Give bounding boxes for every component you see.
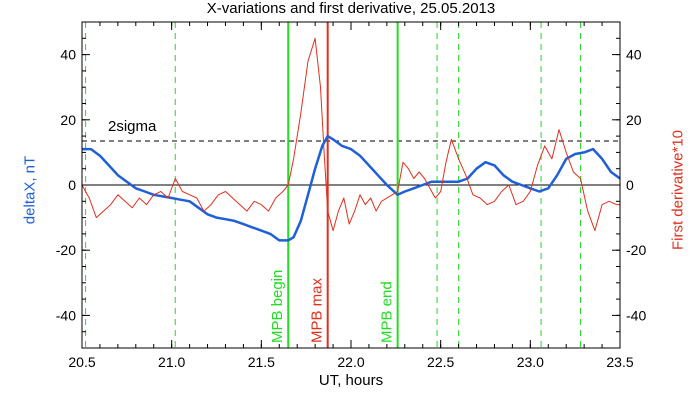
x-tick-label: 23.0 xyxy=(517,354,544,370)
sigma-label: 2sigma xyxy=(108,118,157,135)
x-tick-label: 22.5 xyxy=(427,354,454,370)
x-axis-label: UT, hours xyxy=(318,372,384,389)
x-tick-label: 22.0 xyxy=(337,354,364,370)
y-tick-label-right: -20 xyxy=(626,242,646,258)
mpb-marker-label: MPB begin xyxy=(269,270,286,343)
y-tick-label-left: 0 xyxy=(68,177,76,193)
derivative-series-line xyxy=(81,37,620,232)
chart-title: X-variations and first derivative, 25.05… xyxy=(206,0,496,17)
y-axis-label-left: deltaX, nT xyxy=(21,155,39,225)
y-tick-label-left: -40 xyxy=(56,307,76,323)
x-tick-label: 20.5 xyxy=(68,354,95,370)
y-axis-label-right: First derivative*10 xyxy=(669,129,687,251)
y-tick-label-right: 0 xyxy=(626,177,634,193)
x-tick-label: 21.5 xyxy=(248,354,275,370)
y-tick-label-left: -20 xyxy=(56,242,76,258)
x-tick-label: 21.0 xyxy=(158,354,185,370)
y-tick-label-right: 40 xyxy=(626,47,642,63)
y-tick-label-left: 20 xyxy=(60,112,76,128)
mpb-marker-label: MPB end xyxy=(379,281,396,343)
deltax-series-line xyxy=(82,134,621,242)
y-tick-label-left: 40 xyxy=(60,47,76,63)
mpb-marker-label: MPB max xyxy=(309,277,326,343)
y-tick-label-right: -40 xyxy=(626,307,646,323)
x-tick-label: 23.5 xyxy=(606,354,633,370)
y-tick-label-right: 20 xyxy=(626,112,642,128)
